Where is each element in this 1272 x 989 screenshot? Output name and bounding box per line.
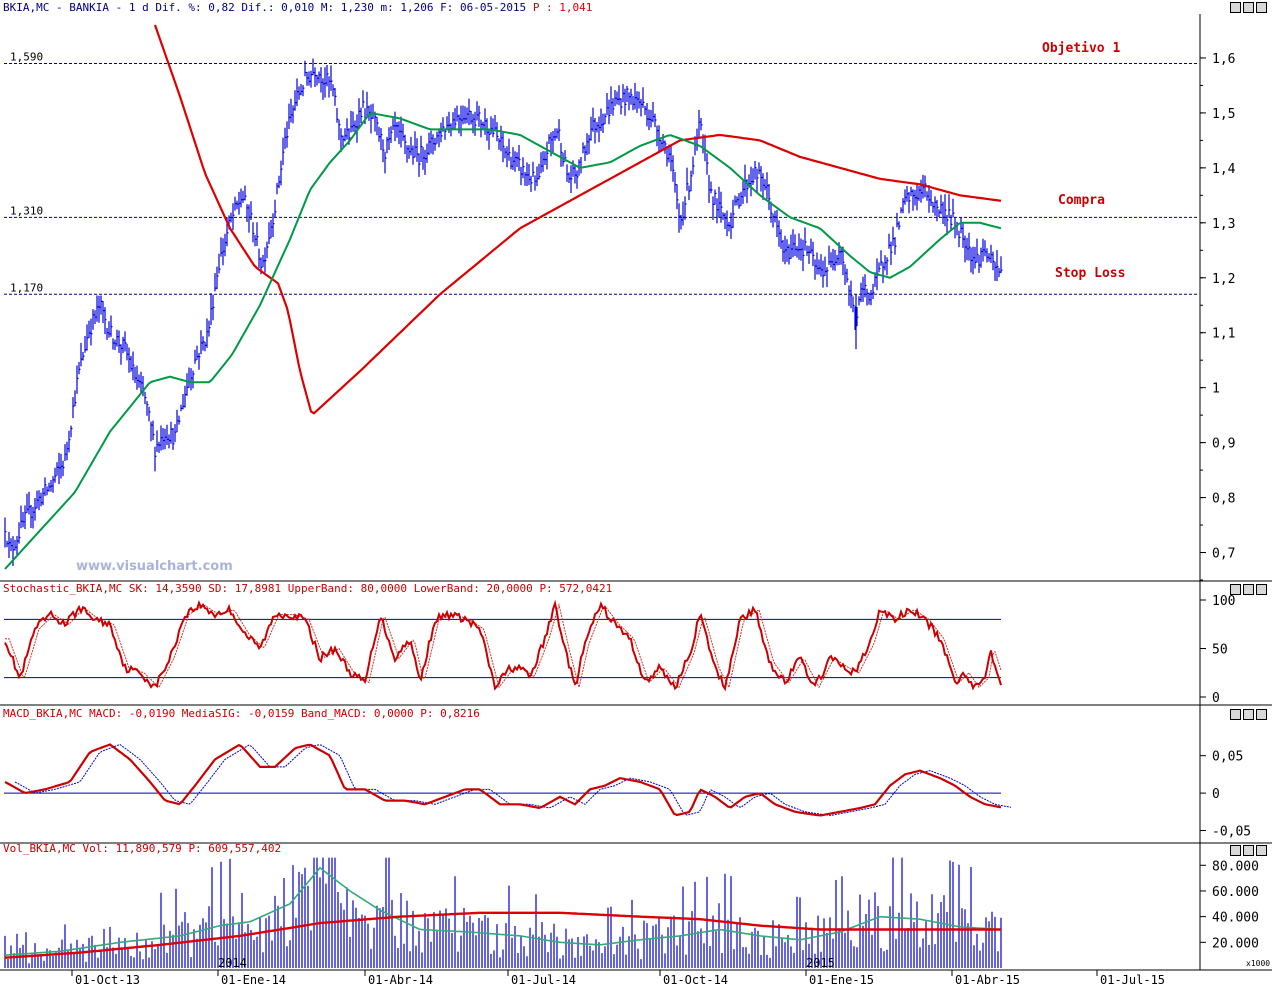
level-label: 1,310 bbox=[10, 204, 43, 217]
stop-loss-label: Stop Loss bbox=[1055, 266, 1125, 281]
x-axis: 01-Oct-13 01-Ene-14 01-Abr-14 01-Jul-14 01-O… bbox=[71, 956, 1165, 987]
ma-long-line bbox=[153, 24, 1002, 415]
y-tick-label: 1,2 bbox=[1212, 272, 1235, 287]
price-header: BKIA,MC - BANKIA - 1 d Dif. %: 0,82 Dif.… bbox=[3, 1, 592, 14]
volume-y-label: 40.000 bbox=[1212, 911, 1259, 926]
macd-minimize-button[interactable] bbox=[1230, 709, 1241, 720]
price-header-p: P : 1,041 bbox=[533, 1, 593, 14]
minimize-button[interactable] bbox=[1230, 2, 1241, 13]
y-tick-label: 1,1 bbox=[1212, 327, 1235, 342]
stochastic-y-label: 50 bbox=[1212, 643, 1228, 658]
y-tick-label: 1,4 bbox=[1212, 162, 1236, 177]
x-tick-label: 01-Jul-15 bbox=[1100, 973, 1165, 987]
price-levels: 1,590 1,310 1,170 bbox=[4, 50, 1198, 295]
objetivo-label: Objetivo 1 bbox=[1042, 41, 1120, 56]
stochastic-close-button[interactable] bbox=[1256, 584, 1267, 595]
watermark: www.visualchart.com bbox=[76, 559, 233, 574]
x-tick-label: 01-Ene-14 bbox=[221, 973, 286, 987]
price-header-main: BKIA,MC - BANKIA - 1 d Dif. %: 0,82 Dif.… bbox=[3, 1, 533, 14]
compra-label: Compra bbox=[1058, 193, 1105, 208]
ma-short-line bbox=[4, 112, 1002, 570]
year-label: 2015 bbox=[806, 956, 835, 970]
x-tick-label: 01-Ene-15 bbox=[809, 973, 874, 987]
volume-header-p: P: 609,557,402 bbox=[188, 842, 281, 855]
close-button[interactable] bbox=[1256, 2, 1267, 13]
volume-ma-short-line bbox=[4, 866, 1002, 956]
volume-unit-label: x1000 bbox=[1246, 959, 1270, 968]
x-tick-label: 01-Abr-15 bbox=[955, 973, 1020, 987]
y-tick-label: 0,7 bbox=[1212, 547, 1235, 562]
x-tick-label: 01-Jul-14 bbox=[511, 973, 576, 987]
year-label: 2014 bbox=[218, 956, 247, 970]
stochastic-minimize-button[interactable] bbox=[1230, 584, 1241, 595]
volume-minimize-button[interactable] bbox=[1230, 845, 1241, 856]
volume-close-button[interactable] bbox=[1256, 845, 1267, 856]
stochastic-y-label: 0 bbox=[1212, 691, 1220, 706]
y-tick-label: 1,6 bbox=[1212, 52, 1235, 67]
stochastic-maximize-button[interactable] bbox=[1243, 584, 1254, 595]
x-tick-label: 01-Oct-13 bbox=[75, 973, 140, 987]
macd-header: MACD_BKIA,MC MACD: -0,0190 MediaSIG: -0,… bbox=[3, 707, 480, 720]
price-series bbox=[4, 24, 1003, 570]
macd-header-p: P: 0,8216 bbox=[420, 707, 480, 720]
maximize-button[interactable] bbox=[1243, 2, 1254, 13]
volume-maximize-button[interactable] bbox=[1243, 845, 1254, 856]
macd-line bbox=[4, 743, 1002, 817]
volume-header-main: Vol_BKIA,MC Vol: 11,890,579 bbox=[3, 842, 188, 855]
y-tick-label: 1 bbox=[1212, 382, 1220, 397]
stochastic-header: Stochastic_BKIA,MC SK: 14,3590 SD: 17,89… bbox=[3, 582, 612, 595]
macd-panel: 0,05 0 -0,05 bbox=[4, 743, 1251, 840]
volume-panel: 80.000 60.000 40.000 20.000 x1000 bbox=[4, 857, 1270, 968]
macd-header-main: MACD_BKIA,MC MACD: -0,0190 MediaSIG: -0,… bbox=[3, 707, 420, 720]
level-label: 1,170 bbox=[10, 281, 43, 294]
stochastic-header-main: Stochastic_BKIA,MC SK: 14,3590 SD: 17,89… bbox=[3, 582, 539, 595]
stochastic-header-p: P: 572,0421 bbox=[539, 582, 612, 595]
volume-header: Vol_BKIA,MC Vol: 11,890,579 P: 609,557,4… bbox=[3, 842, 281, 855]
price-y-axis: 1,6 1,5 1,4 1,3 1,2 1,1 1 0,9 0,8 0,7 bbox=[1200, 52, 1236, 581]
macd-y-label: -0,05 bbox=[1212, 825, 1251, 840]
x-tick-label: 01-Abr-14 bbox=[368, 973, 433, 987]
macd-y-label: 0,05 bbox=[1212, 750, 1243, 765]
stochastic-panel: 100 50 0 bbox=[4, 594, 1235, 706]
price-bars bbox=[4, 58, 1003, 566]
macd-maximize-button[interactable] bbox=[1243, 709, 1254, 720]
level-label: 1,590 bbox=[10, 50, 43, 63]
y-tick-label: 1,5 bbox=[1212, 107, 1235, 122]
volume-y-label: 80.000 bbox=[1212, 859, 1259, 874]
stochastic-y-label: 100 bbox=[1212, 594, 1235, 609]
volume-ma-long-line bbox=[4, 911, 1001, 959]
x-tick-label: 01-Oct-14 bbox=[663, 973, 728, 987]
volume-y-label: 60.000 bbox=[1212, 885, 1259, 900]
y-tick-label: 0,9 bbox=[1212, 437, 1235, 452]
y-tick-label: 1,3 bbox=[1212, 217, 1235, 232]
volume-y-label: 20.000 bbox=[1212, 936, 1259, 951]
macd-close-button[interactable] bbox=[1256, 709, 1267, 720]
y-tick-label: 0,8 bbox=[1212, 492, 1235, 507]
stochastic-sk-line bbox=[4, 599, 1002, 692]
volume-bars bbox=[4, 857, 1002, 968]
macd-y-label: 0 bbox=[1212, 787, 1220, 802]
